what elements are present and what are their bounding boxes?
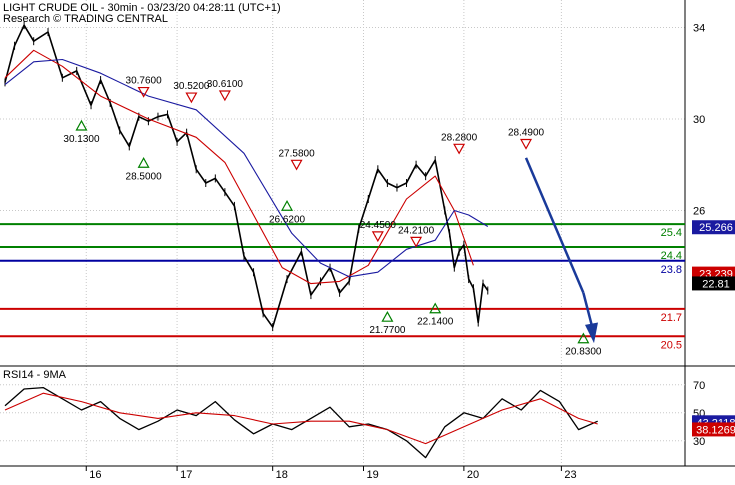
annotation-label: 24.2100 [398, 225, 435, 236]
resistance-marker [371, 231, 384, 243]
series-rsi [4, 386, 598, 459]
annotation-label: 24.4500 [360, 220, 397, 231]
annotation-label: 28.2800 [441, 132, 478, 143]
annotation-label: 22.1400 [417, 317, 454, 328]
y-tick-label: 26 [693, 205, 705, 217]
value-badge [692, 422, 735, 437]
chart-title: LIGHT CRUDE OIL - 30min - 03/23/20 04:28… [3, 2, 281, 14]
annotation-label: 28.4900 [508, 127, 545, 138]
forecast-arrow-head [585, 322, 598, 344]
support-marker [577, 332, 590, 344]
annotation-label: 27.5800 [279, 148, 316, 159]
level-label: 23.8 [661, 264, 682, 276]
level-label: 20.5 [661, 339, 682, 351]
x-tick-label: 19 [367, 469, 379, 480]
chart-subtitle: Research © TRADING CENTRAL [3, 13, 168, 25]
trend-line [524, 157, 585, 294]
annotation-label: 26.6200 [269, 214, 306, 225]
x-axis: 16 17 18 19 20 23 [0, 465, 735, 481]
price-panel: 34 30 26 25.4 24.4 23.8 21.7 20.5 30.7600 30.5200… [0, 0, 735, 466]
annotation-label: 28.5000 [126, 171, 163, 182]
value-badge [692, 220, 735, 235]
annotation-label: 21.7700 [369, 325, 406, 336]
value-badge-text: 22.81 [702, 278, 730, 290]
level-label: 24.4 [661, 250, 682, 262]
resistance-marker [137, 86, 150, 98]
resistance-marker [520, 138, 533, 150]
x-tick-label: 17 [180, 469, 192, 480]
value-badge [692, 276, 735, 291]
support-marker [75, 119, 88, 131]
x-tick-label: 16 [89, 469, 101, 480]
y-tick-label: 34 [693, 22, 705, 34]
series-ma_slow [4, 58, 489, 278]
annotation-label: 30.7600 [126, 76, 163, 87]
resistance-marker [185, 92, 198, 104]
level-label: 21.7 [661, 312, 682, 324]
annotation-label: 30.6100 [207, 79, 244, 90]
value-badge-text: 25.266 [699, 222, 733, 234]
support-marker [381, 310, 394, 322]
resistance-marker [453, 143, 466, 155]
resistance-marker [218, 90, 231, 102]
support-marker [281, 200, 294, 211]
support-marker [429, 302, 442, 314]
rsi-title: RSI14 - 9MA [3, 369, 67, 381]
support-marker [137, 157, 150, 168]
x-tick-label: 20 [467, 469, 479, 480]
rsi-tick-label: 70 [693, 380, 705, 392]
level-label: 25.4 [661, 227, 682, 239]
value-badge-text: 38.1269 [696, 424, 735, 436]
y-tick-label: 30 [693, 114, 705, 126]
series-ma_fast [4, 49, 474, 285]
resistance-marker [290, 159, 303, 171]
series-rsi_ma [4, 392, 598, 445]
rsi-tick-label: 30 [693, 436, 705, 448]
x-tick-label: 23 [564, 469, 576, 480]
x-tick-label: 18 [276, 469, 288, 480]
annotation-label: 20.8300 [565, 347, 602, 358]
resistance-marker [410, 236, 423, 248]
annotation-label: 30.5200 [173, 81, 210, 92]
annotation-label: 30.1300 [63, 134, 100, 145]
